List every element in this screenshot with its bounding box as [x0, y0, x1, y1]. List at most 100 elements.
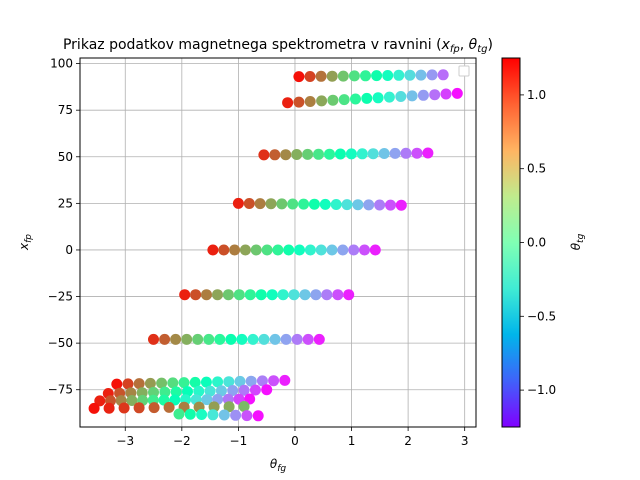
scatter-point — [148, 333, 159, 345]
scatter-point — [182, 386, 193, 398]
scatter-point — [367, 148, 379, 160]
grid-lines — [80, 58, 476, 427]
scatter-point — [294, 244, 305, 256]
scatter-point — [283, 244, 295, 256]
x-tick-label: −1 — [230, 434, 248, 448]
scatter-point — [341, 199, 353, 211]
scatter-point — [233, 289, 245, 301]
scatter-point — [310, 289, 322, 301]
scatter-point — [422, 147, 434, 159]
scatter-point — [293, 96, 305, 108]
x-tick-label: −3 — [116, 434, 134, 448]
scatter-point — [337, 244, 349, 256]
x-tick-label: 0 — [291, 434, 299, 448]
scatter-point — [178, 377, 190, 389]
scatter-point — [181, 333, 193, 345]
scatter-point — [363, 199, 375, 211]
scatter-point — [204, 385, 216, 397]
scatter-point — [244, 393, 256, 405]
y-tick-label: 50 — [58, 150, 73, 164]
scatter-point — [173, 408, 185, 420]
scatter-point — [440, 88, 452, 100]
scatter-point — [304, 244, 316, 256]
chart-title: Prikaz podatkov magnetnega spektrometra … — [63, 37, 493, 55]
scatter-point — [170, 386, 182, 398]
scatter-point — [308, 198, 320, 210]
scatter-point — [133, 402, 145, 414]
scatter-point — [169, 394, 181, 406]
scatter-point — [343, 289, 355, 301]
scatter-point — [255, 289, 267, 301]
scatter-point — [269, 333, 281, 345]
scatter-point — [118, 402, 130, 414]
scatter-point — [94, 395, 106, 407]
scatter-point — [404, 69, 416, 81]
scatter-point — [315, 70, 327, 82]
scatter-point — [280, 333, 292, 345]
scatter-points — [88, 69, 463, 422]
y-tick-label: −75 — [48, 383, 73, 397]
scatter-point — [190, 289, 202, 301]
scatter-point — [126, 395, 138, 406]
scatter-point — [218, 244, 230, 256]
scatter-point — [319, 198, 331, 210]
scatter-point — [415, 69, 427, 81]
scatter-point — [223, 376, 235, 388]
colorbar-tick-label: −0.5 — [527, 309, 556, 323]
colorbar — [501, 57, 521, 428]
scatter-point — [234, 375, 246, 387]
scatter-point — [327, 94, 339, 106]
scatter-point — [261, 244, 273, 256]
colorbar-tick-label: −1.0 — [527, 383, 556, 397]
scatter-point — [330, 199, 342, 210]
scatter-point — [372, 92, 384, 104]
scatter-point — [302, 148, 314, 160]
scatter-point — [207, 409, 219, 421]
scatter-point — [280, 149, 292, 161]
scatter-point — [374, 199, 386, 211]
scatter-point — [247, 333, 259, 345]
y-tick-label: 25 — [58, 196, 73, 210]
scatter-point — [133, 378, 145, 390]
scatter-point — [313, 148, 324, 160]
scatter-point — [252, 410, 264, 422]
scatter-point — [215, 385, 227, 397]
scatter-point — [207, 244, 219, 256]
scatter-point — [287, 198, 299, 210]
scatter-point — [241, 410, 253, 422]
scatter-point — [212, 376, 224, 388]
scatter-point — [218, 409, 230, 421]
scatter-point — [315, 244, 327, 256]
scatter-point — [239, 244, 251, 256]
scatter-point — [359, 244, 370, 256]
scatter-point — [189, 376, 201, 388]
scatter-point — [291, 333, 303, 345]
scatter-point — [88, 402, 100, 414]
scatter-point — [411, 147, 423, 159]
y-axis: −75 −50 −25 0 25 50 75 100 — [48, 57, 80, 397]
scatter-point — [361, 92, 373, 104]
legend-box — [458, 65, 470, 77]
scatter-point — [326, 244, 338, 256]
colorbar-ticks: −1.0 −0.5 0.0 0.5 1.0 — [520, 88, 556, 397]
scatter-point — [352, 199, 364, 211]
scatter-point — [201, 394, 213, 406]
scatter-point — [258, 149, 270, 161]
scatter-point — [406, 90, 418, 102]
scatter-point — [293, 71, 305, 83]
y-tick-label: −50 — [48, 336, 73, 350]
scatter-point — [291, 149, 303, 160]
scatter-point — [266, 289, 278, 301]
y-tick-label: −25 — [48, 290, 73, 304]
scatter-point — [184, 408, 196, 420]
scatter-point — [214, 333, 226, 345]
scatter-point — [279, 374, 291, 386]
scatter-point — [236, 333, 248, 345]
scatter-point — [417, 89, 429, 101]
scatter-point — [437, 69, 449, 81]
scatter-point — [212, 289, 223, 301]
x-tick-label: −2 — [173, 434, 191, 448]
scatter-point — [223, 401, 235, 413]
scatter-point — [378, 148, 390, 159]
scatter-point — [111, 378, 123, 390]
